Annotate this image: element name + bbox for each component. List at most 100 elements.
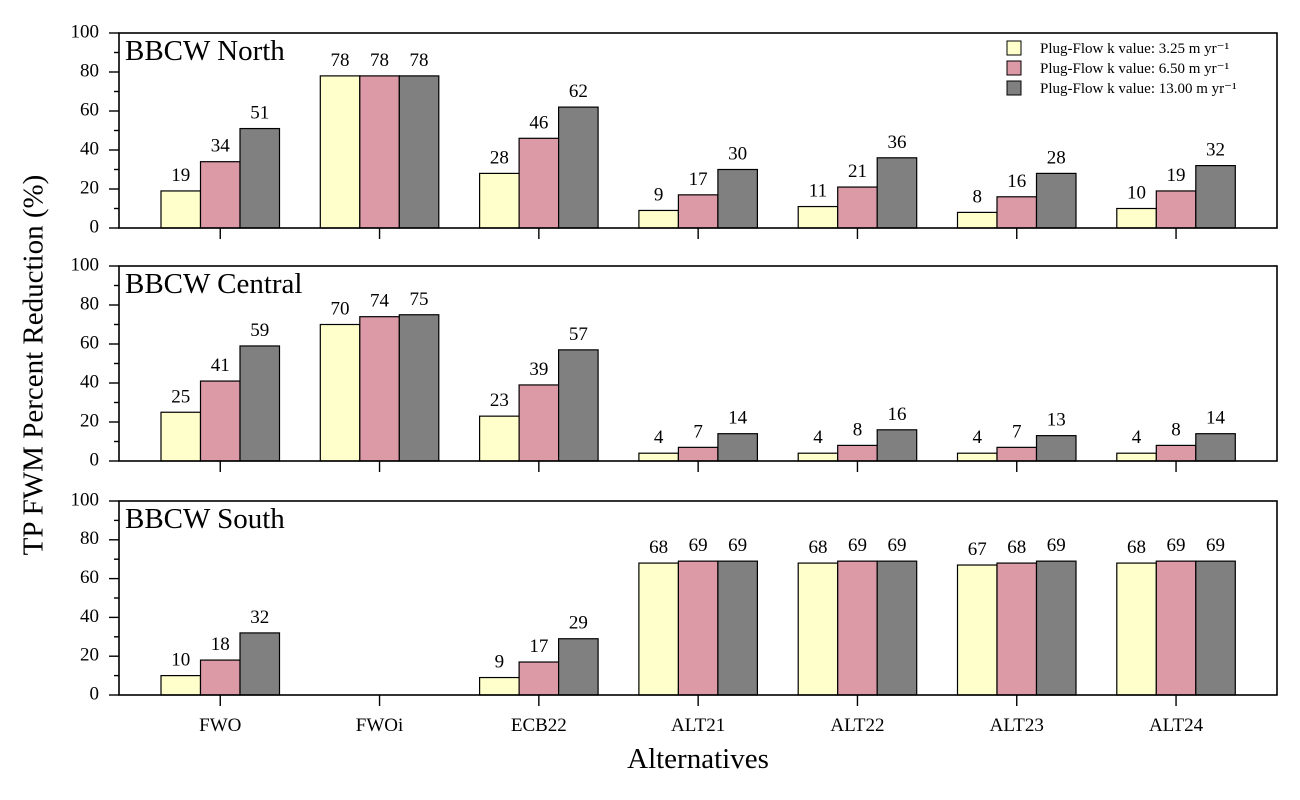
bar-fwoi-series-1 — [319, 323, 361, 462]
data-label: 9 — [495, 652, 505, 673]
y-tick-label: 100 — [71, 489, 100, 510]
bar-fwo-series-3 — [239, 127, 281, 229]
bar-fwo-series-2 — [199, 161, 241, 229]
bar-fwo-series-2 — [199, 659, 241, 696]
data-label: 28 — [1047, 147, 1066, 168]
data-label: 7 — [1012, 421, 1022, 442]
data-label: 78 — [410, 50, 429, 71]
data-label: 25 — [171, 386, 190, 407]
y-tick-label: 0 — [90, 216, 100, 237]
data-label: 8 — [1171, 419, 1181, 440]
y-tick-label: 20 — [80, 177, 99, 198]
data-label: 46 — [529, 112, 548, 133]
data-label: 30 — [728, 144, 747, 165]
bar-ecb22-series-2 — [518, 384, 560, 462]
bar-fwo-series-2 — [199, 380, 241, 462]
data-label: 67 — [968, 539, 987, 560]
bar-alt23-series-2 — [996, 196, 1038, 229]
bar-alt24-series-3 — [1195, 165, 1236, 229]
bar-ecb22-series-2 — [518, 137, 560, 229]
bar-alt23-series-3 — [1035, 560, 1077, 696]
y-tick-label: 80 — [80, 293, 99, 314]
bar-alt22-series-2 — [837, 560, 878, 696]
bar-ecb22-series-1 — [479, 415, 520, 462]
data-label: 16 — [1007, 171, 1026, 192]
bar-alt22-series-1 — [797, 452, 839, 462]
bar-alt22-series-1 — [797, 205, 839, 229]
data-label: 17 — [689, 169, 708, 190]
data-label: 74 — [370, 291, 390, 312]
data-label: 4 — [973, 427, 983, 448]
bar-alt22-series-3 — [876, 429, 918, 462]
x-tick-label: ALT24 — [1149, 715, 1204, 736]
bar-alt21-series-1 — [638, 562, 680, 696]
x-tick-label: ALT22 — [830, 715, 884, 736]
data-label: 69 — [1047, 535, 1066, 556]
legend-label: Plug-Flow k value: 6.50 m yr⁻¹ — [1040, 61, 1229, 77]
legend-swatch — [1006, 80, 1022, 96]
data-label: 14 — [728, 408, 748, 429]
bar-alt22-series-3 — [876, 560, 918, 696]
data-label: 4 — [813, 427, 823, 448]
data-label: 51 — [250, 103, 269, 124]
legend: Plug-Flow k value: 3.25 m yr⁻¹ Plug-Flow … — [1006, 40, 1237, 97]
y-tick-label: 60 — [80, 332, 99, 353]
data-label: 10 — [1127, 183, 1146, 204]
bar-alt23-series-1 — [956, 564, 998, 696]
legend-label: Plug-Flow k value: 3.25 m yr⁻¹ — [1040, 41, 1229, 57]
bar-alt23-series-1 — [956, 452, 998, 462]
data-label: 70 — [331, 299, 350, 320]
y-tick-label: 40 — [80, 138, 99, 159]
panel-title: BBCW North — [125, 35, 285, 67]
x-tick-label: FWO — [199, 715, 241, 736]
panel-bbcw-central: 25 70 23 4 4 4 4 41 74 39 7 8 7 8 59 75 57 14 16 13 14 0 20 40 6… — [71, 254, 1278, 472]
bar-alt21-series-2 — [677, 446, 719, 462]
data-label: 75 — [410, 289, 429, 310]
data-label: 32 — [250, 607, 269, 628]
data-label: 19 — [171, 165, 190, 186]
data-label: 7 — [693, 421, 703, 442]
data-label: 10 — [171, 650, 190, 671]
data-label: 68 — [808, 537, 827, 558]
bar-fwo-series-3 — [239, 345, 281, 462]
bar-ecb22-series-2 — [518, 661, 560, 696]
bar-fwoi-series-2 — [359, 75, 400, 229]
bar-alt21-series-2 — [677, 560, 719, 696]
data-label: 78 — [331, 50, 350, 71]
data-label: 78 — [370, 50, 389, 71]
bar-alt23-series-3 — [1035, 435, 1077, 462]
bar-fwoi-series-2 — [359, 316, 400, 462]
bar-alt24-series-2 — [1155, 190, 1197, 229]
y-tick-label: 40 — [80, 606, 99, 627]
bar-alt21-series-3 — [717, 168, 759, 229]
data-label: 18 — [211, 634, 230, 655]
legend-swatch — [1006, 40, 1022, 56]
data-label: 23 — [490, 390, 509, 411]
bar-alt24-series-1 — [1116, 562, 1157, 696]
bar-fwoi-series-1 — [319, 75, 361, 229]
panel-title: BBCW Central — [125, 268, 302, 300]
x-axis-title: Alternatives — [627, 743, 769, 775]
bar-alt21-series-3 — [717, 560, 759, 696]
bar-ecb22-series-3 — [557, 106, 599, 229]
data-label: 69 — [689, 535, 708, 556]
data-label: 69 — [728, 535, 747, 556]
data-label: 4 — [1132, 427, 1142, 448]
data-label: 39 — [529, 359, 548, 380]
data-label: 14 — [1206, 408, 1226, 429]
bar-fwoi-series-3 — [398, 75, 440, 229]
y-tick-label: 60 — [80, 99, 99, 120]
bar-fwo-series-3 — [239, 632, 281, 696]
y-tick-label: 80 — [80, 528, 99, 549]
data-label: 8 — [853, 419, 863, 440]
data-label: 34 — [211, 136, 231, 157]
bar-alt22-series-2 — [837, 444, 878, 462]
data-label: 62 — [569, 81, 588, 102]
x-tick-label: ECB22 — [511, 715, 567, 736]
y-axis-title: TP FWM Percent Reduction (%) — [18, 175, 50, 556]
bar-alt23-series-3 — [1035, 172, 1077, 229]
bar-alt22-series-1 — [797, 562, 839, 696]
data-label: 21 — [848, 161, 867, 182]
